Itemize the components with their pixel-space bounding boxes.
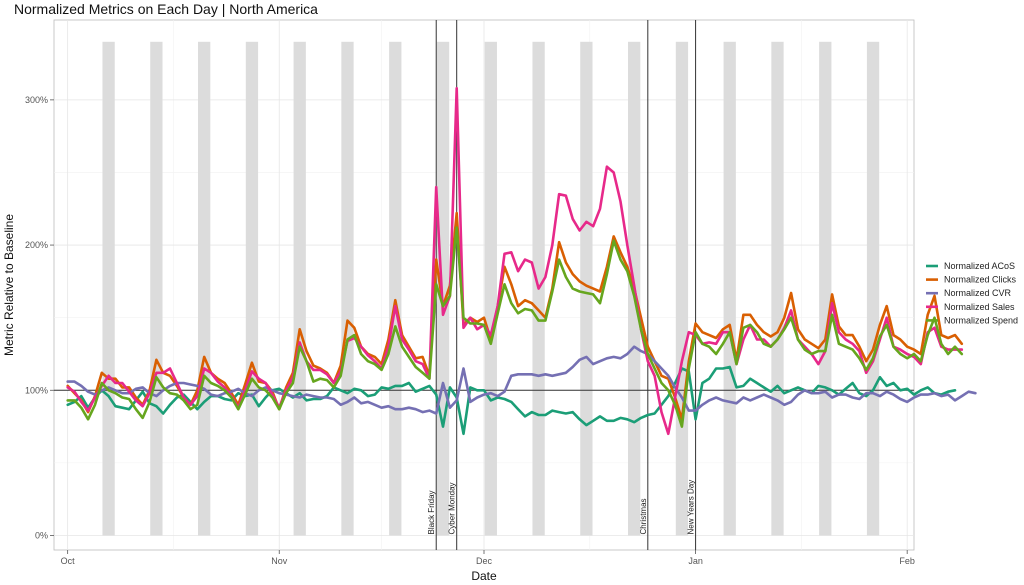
x-tick-label: Nov [271,556,288,566]
x-tick-label: Feb [899,556,915,566]
weekend-band [723,41,736,536]
weekend-band [771,41,784,536]
legend-label: Normalized ACoS [944,261,1015,271]
event-label: Black Friday [427,490,436,534]
weekend-band [819,41,832,536]
event-label: Cyber Monday [448,482,457,534]
series-line [66,211,964,421]
x-axis-title: Date [471,569,497,583]
chart-title: Normalized Metrics on Each Day | North A… [14,1,318,17]
legend-label: Normalized CVR [944,288,1012,298]
legend-label: Normalized Clicks [944,275,1017,285]
x-tick-label: Jan [688,556,703,566]
weekend-band [293,41,306,536]
weekend-band [389,41,402,536]
series-line [66,86,964,436]
legend-label: Normalized Sales [944,302,1015,312]
weekend-band [102,41,115,536]
series-line [66,226,964,428]
weekend-band [341,41,354,536]
x-tick-label: Dec [476,556,493,566]
y-tick-label: 0% [35,530,48,540]
legend-label: Normalized Spend [944,315,1018,325]
weekend-band [245,41,259,536]
y-axis-title: Metric Relative to Baseline [2,214,16,356]
y-tick-label: 200% [25,240,48,250]
weekend-band [580,41,593,536]
series-line [66,345,977,415]
event-label: Christmas [639,498,648,534]
x-tick-label: Oct [61,556,76,566]
weekend-band [866,41,880,536]
event-label: New Years Day [687,480,696,535]
weekend-band [484,41,497,536]
weekend-band [198,41,211,536]
weekend-band [675,41,689,536]
y-tick-label: 300% [25,95,48,105]
weekend-band [150,41,163,536]
y-tick-label: 100% [25,385,48,395]
